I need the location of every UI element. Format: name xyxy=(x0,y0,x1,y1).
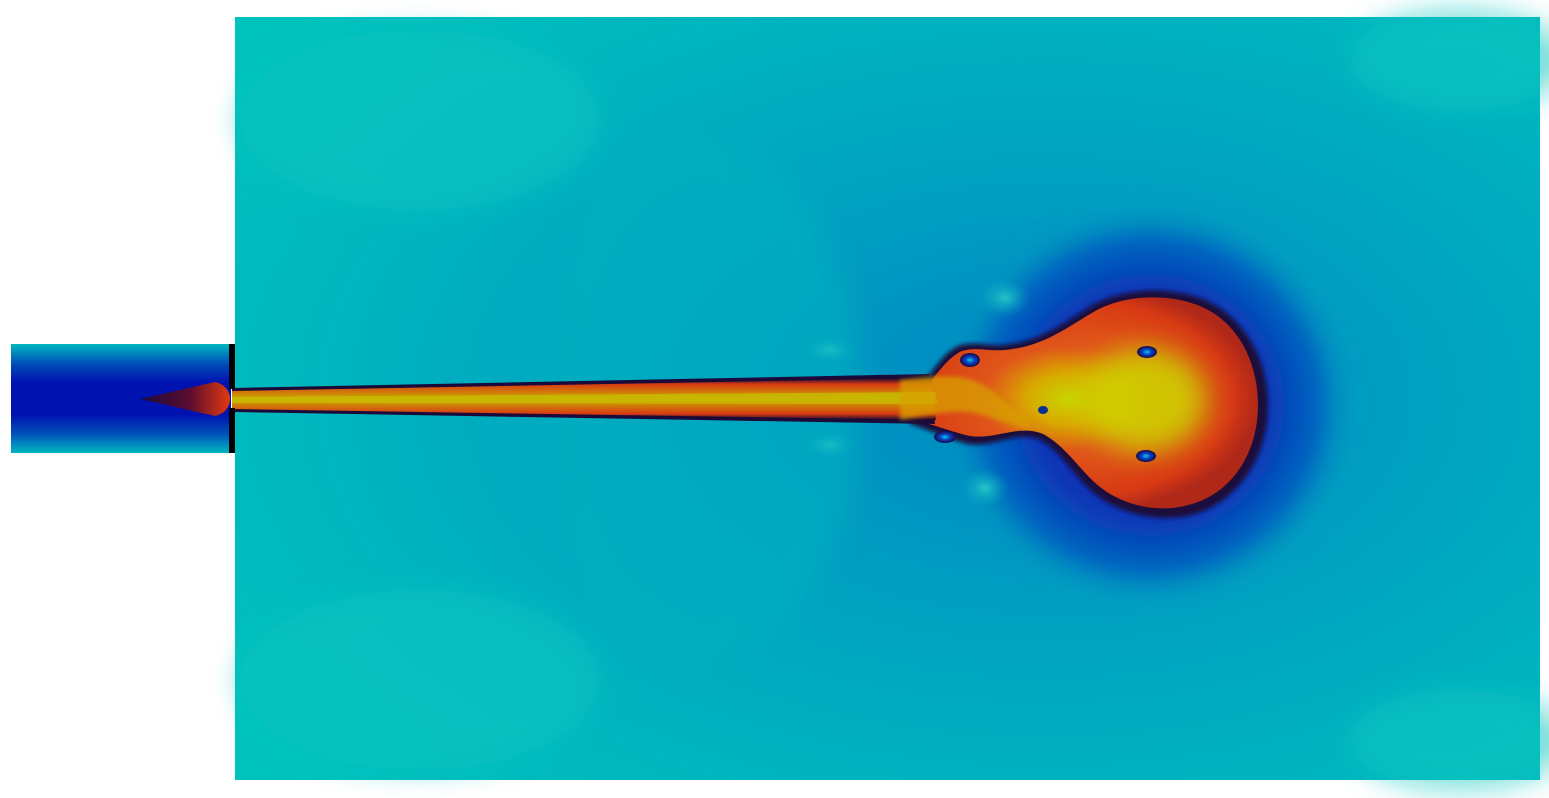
vortex-eye-lower-left xyxy=(934,431,956,443)
vortex-eye-small xyxy=(1038,406,1048,414)
nozzle-wall-upper xyxy=(229,344,235,389)
field-spot-mid-lower xyxy=(802,431,858,459)
field-spot-lower xyxy=(961,468,1009,508)
jet-head-core xyxy=(1083,348,1207,452)
jet-neck xyxy=(900,376,1030,428)
vortex-eye-lower-right xyxy=(1136,450,1156,462)
vortex-eye-upper-left xyxy=(960,353,980,367)
field-spot-mid-upper xyxy=(802,336,858,364)
vortex-eye-upper-right xyxy=(1137,346,1157,358)
field-spot-upper xyxy=(979,278,1031,318)
inlet-cone xyxy=(140,382,230,416)
jet-column-core xyxy=(232,392,938,404)
nozzle-wall-lower xyxy=(229,408,235,453)
